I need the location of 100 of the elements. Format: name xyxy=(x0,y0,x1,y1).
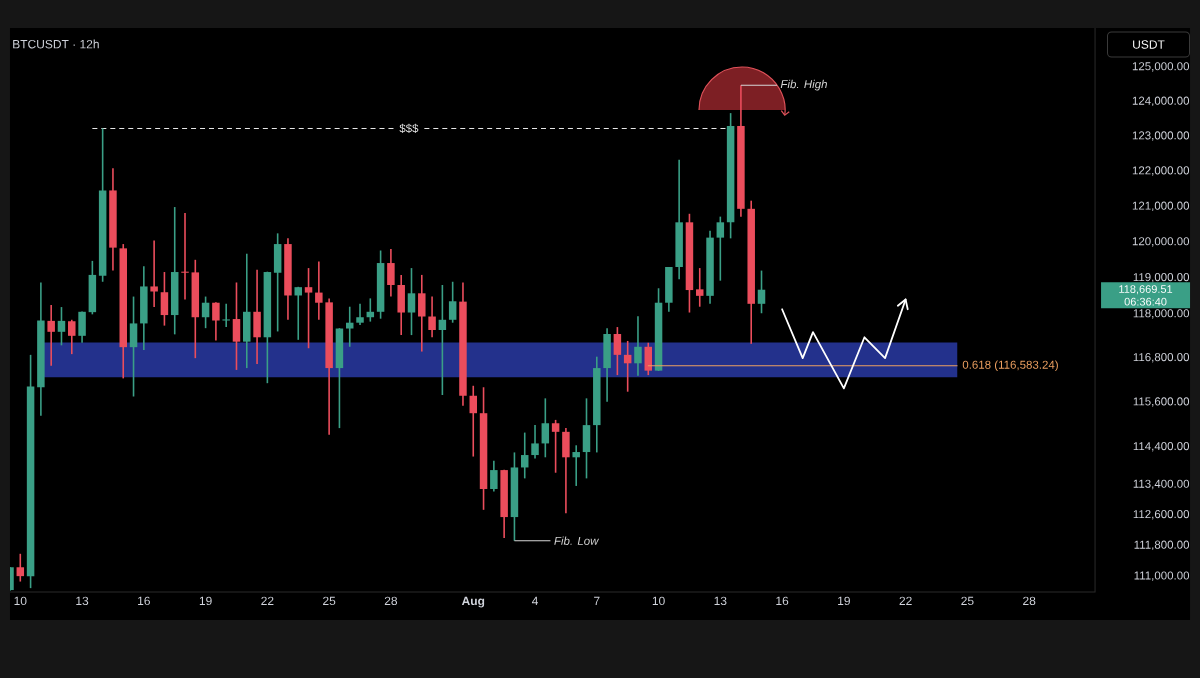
y-tick-label: 121,000.00 xyxy=(1132,201,1190,212)
candlestick xyxy=(695,267,704,308)
x-tick-label: 25 xyxy=(323,596,336,606)
candlestick xyxy=(170,206,179,336)
candlestick xyxy=(191,259,200,359)
candlestick xyxy=(490,459,498,493)
x-tick-label: 19 xyxy=(199,596,212,606)
candlestick xyxy=(428,295,436,339)
series-label: 0.618 (116,583.24) xyxy=(962,360,1058,372)
candlestick xyxy=(356,303,364,326)
candlestick xyxy=(273,232,282,333)
x-tick-label: 25 xyxy=(961,596,974,606)
y-tick-label: 123,000.00 xyxy=(1132,131,1190,141)
y-tick-label: 120,000.00 xyxy=(1132,237,1190,247)
text: BTCUSDT · 12h xyxy=(13,39,99,49)
candlestick xyxy=(263,270,272,384)
candlestick xyxy=(665,266,673,313)
x-tick-label: 22 xyxy=(261,596,274,605)
candlestick xyxy=(68,318,76,355)
candlestick xyxy=(737,84,745,218)
candlestick xyxy=(603,327,611,403)
y-tick-label: 119,000.00 xyxy=(1133,273,1190,283)
candlestick xyxy=(232,281,241,371)
y-tick-label: 113,400.00 xyxy=(1133,479,1190,490)
candlestick xyxy=(469,384,478,458)
candlestick xyxy=(541,397,550,459)
y-tick-label: 124,000.00 xyxy=(1132,96,1190,107)
candlestick xyxy=(335,327,344,429)
candlestick xyxy=(212,301,220,342)
candlestick xyxy=(284,237,292,321)
candlestick xyxy=(479,386,488,511)
candlestick xyxy=(510,451,519,542)
x-tick-label: 19 xyxy=(838,596,850,606)
candlestick xyxy=(201,295,210,329)
y-tick-label: 112,600.00 xyxy=(1133,510,1190,520)
candlestick xyxy=(757,269,766,315)
candlestick xyxy=(726,112,735,240)
x-tick-label: 13 xyxy=(76,596,89,606)
candlestick xyxy=(644,341,653,376)
y-tick-label: 118,000.00 xyxy=(1133,309,1190,319)
candlestick xyxy=(253,269,261,365)
y-tick-label: 111,000.00 xyxy=(1134,571,1190,581)
x-tick-label: 16 xyxy=(138,596,150,606)
candlestick xyxy=(387,248,395,298)
candlestick xyxy=(181,212,189,301)
candlestick xyxy=(109,167,117,272)
candlestick xyxy=(88,260,97,316)
candlestick xyxy=(747,199,755,345)
annotation: Fib. Low xyxy=(554,536,600,545)
candlestick xyxy=(140,265,148,351)
x-tick-label: 10 xyxy=(14,596,27,606)
candlestick xyxy=(562,427,570,515)
series-label: $$$ xyxy=(399,123,419,134)
candlestick xyxy=(706,230,714,305)
y-tick-label: 125,000.00 xyxy=(1132,62,1190,72)
candlestick xyxy=(520,431,529,480)
text: 06:36:40 xyxy=(1124,297,1167,306)
candlestick xyxy=(418,274,426,353)
candlestick xyxy=(716,215,725,282)
x-tick-label: 16 xyxy=(776,596,789,606)
candlestick xyxy=(222,303,230,328)
text: 118,669.51 xyxy=(1119,285,1173,295)
x-tick-label: 28 xyxy=(1023,596,1036,606)
x-tick-label: 10 xyxy=(652,596,665,606)
candlestick xyxy=(582,397,591,480)
candlestick xyxy=(16,552,25,583)
candlestick xyxy=(119,243,127,380)
candlestick xyxy=(98,127,107,283)
candlestick xyxy=(500,468,508,539)
candlestick xyxy=(572,444,580,487)
candlestick xyxy=(78,310,86,344)
y-tick-label: 116,800.00 xyxy=(1133,353,1190,363)
candlestick xyxy=(47,304,55,367)
candlestick xyxy=(438,284,447,396)
candlestick xyxy=(551,419,560,474)
candlestick xyxy=(654,287,663,372)
candlestick xyxy=(448,280,457,324)
x-tick-label: Aug xyxy=(461,596,485,608)
y-tick-label: 114,400.00 xyxy=(1133,442,1190,452)
x-tick-label: 4 xyxy=(531,596,539,605)
candlestick xyxy=(315,260,323,321)
candlestick xyxy=(345,305,354,348)
y-axis-title: USDT xyxy=(1133,40,1165,49)
candlestick xyxy=(531,424,539,460)
candlestick xyxy=(613,326,622,376)
x-tick-label: 13 xyxy=(714,596,727,606)
candlestick xyxy=(685,212,694,314)
candlestick xyxy=(37,281,45,417)
y-tick-label: 115,600.00 xyxy=(1133,397,1190,407)
x-tick-label: 28 xyxy=(384,596,398,606)
candlestick xyxy=(294,286,302,341)
y-tick-label: 111,800.00 xyxy=(1134,540,1190,551)
candlestick xyxy=(160,271,169,327)
candlestick xyxy=(459,281,467,407)
candlestick xyxy=(325,297,333,436)
candlestick xyxy=(397,274,405,336)
candlestick xyxy=(376,249,385,320)
candlestick xyxy=(150,239,158,308)
candlestick xyxy=(634,315,642,377)
candlestick xyxy=(243,252,251,369)
